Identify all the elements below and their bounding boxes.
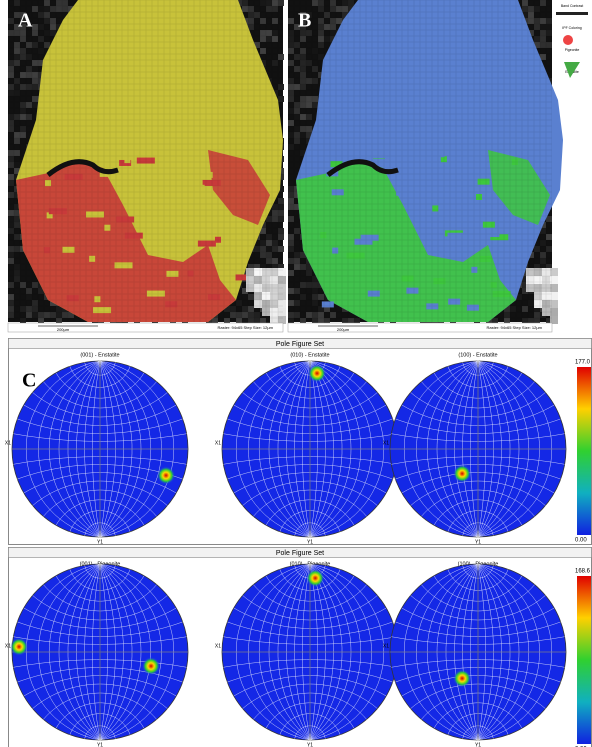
pole-density-spot — [157, 466, 175, 484]
raster-info: Raster: 94x65 Step Size: 12µm — [487, 325, 543, 330]
legend-item: Pigeonite — [565, 48, 580, 52]
scale-label: 200µm — [337, 327, 350, 332]
set-title: Pole Figure Set — [276, 550, 324, 557]
pixel-grid — [8, 0, 283, 322]
pole-figure-set: Pole Figure Set (001) - Enstatite X1 Y1 (010… — [5, 339, 592, 546]
pole-density-spot — [308, 364, 326, 382]
pole-figure-set: Pole Figure Set(001) - PigeoniteX1Y1(010… — [5, 548, 592, 747]
figure: A 200µm Raster: 94x65 Step Size: 12µm B 200µ… — [0, 0, 592, 747]
figure-title: (001) - Enstatite — [80, 352, 119, 358]
colorbar-max: 168.6 — [575, 569, 591, 575]
legend-ipf — [563, 35, 573, 45]
figure-title: (010) - Enstatite — [290, 352, 329, 358]
y-axis-label: Y1 — [475, 742, 481, 747]
figure-title: (100) - Enstatite — [458, 352, 497, 358]
y-axis-label: Y1 — [307, 742, 313, 747]
y-axis-label: Y1 — [307, 539, 313, 545]
ebsd-map: A 200µm Raster: 94x65 Step Size: 12µm — [8, 0, 286, 332]
x-axis-label: X1 — [215, 643, 221, 649]
x-axis-label: X1 — [215, 440, 221, 446]
x-axis-label: X1 — [383, 643, 389, 649]
y-axis-label: Y1 — [97, 539, 103, 545]
panel-label: A — [18, 10, 33, 32]
panel-label: C — [22, 370, 36, 392]
legend-swatch — [556, 12, 588, 15]
x-axis-label: X1 — [5, 440, 11, 446]
pole-density-spot — [453, 465, 471, 483]
colorbar-max: 177.0 — [575, 360, 591, 366]
y-axis-label: Y1 — [475, 539, 481, 545]
x-axis-label: X1 — [383, 440, 389, 446]
colorbar — [577, 367, 591, 535]
legend-item: Band Contrast — [561, 4, 583, 8]
y-axis-label: Y1 — [97, 742, 103, 747]
pixel-grid — [288, 0, 552, 322]
ebsd-map: B 200µm Raster: 94x65 Step Size: 12µm — [288, 0, 563, 332]
legend-item: IPF Coloring — [562, 26, 582, 30]
pole-density-spot — [142, 657, 160, 675]
colorbar — [577, 576, 591, 744]
set-title: Pole Figure Set — [276, 341, 324, 348]
pole-density-spot — [453, 669, 471, 687]
scale-label: 200µm — [57, 327, 70, 332]
panel-label: B — [298, 10, 311, 32]
x-axis-label: X1 — [5, 643, 11, 649]
raster-info: Raster: 94x65 Step Size: 12µm — [218, 325, 274, 330]
page: {"panels": { "a": {"label": "A", "scale_… — [0, 0, 592, 747]
pole-density-spot — [10, 638, 28, 656]
colorbar-min: 0.00 — [575, 538, 587, 544]
pole-density-spot — [306, 569, 324, 587]
